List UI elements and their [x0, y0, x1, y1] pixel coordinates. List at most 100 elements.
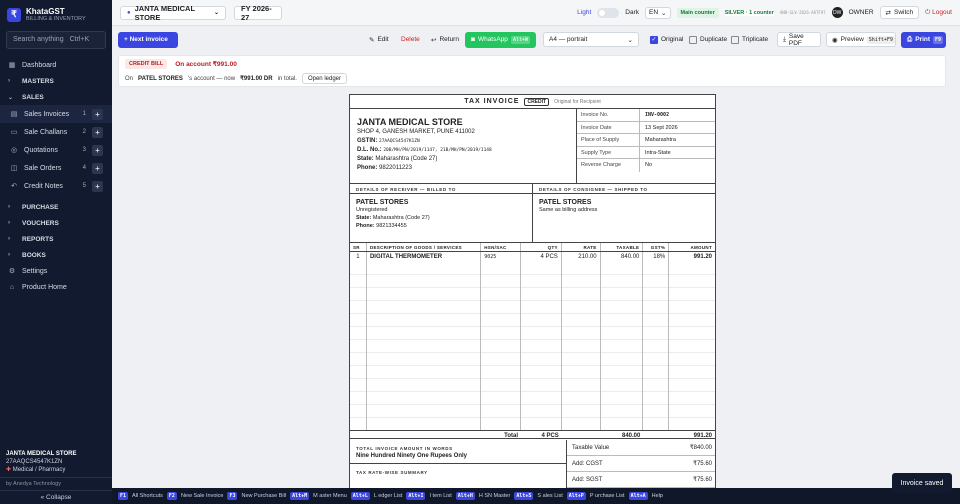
- collapse-button[interactable]: « Collapse: [0, 490, 112, 504]
- language-selector[interactable]: EN ⌄: [645, 6, 671, 19]
- pencil-icon: ✎: [369, 36, 375, 44]
- shortcut-key[interactable]: Alt+S: [514, 492, 534, 500]
- print-button[interactable]: ⎙ Print F9: [901, 31, 946, 48]
- nav-books[interactable]: › BOOKS: [0, 247, 112, 263]
- sidebar: ₹ KhataGST BILLING & INVENTORY Search an…: [0, 0, 112, 504]
- duplicate-checkbox[interactable]: Duplicate: [689, 35, 727, 44]
- shortcut-key[interactable]: Alt+L: [350, 492, 370, 500]
- nav-reports[interactable]: › REPORTS: [0, 231, 112, 247]
- shortcut-label: P urchase List: [589, 493, 625, 499]
- nav-credit-notes[interactable]: ↶ Credit Notes 5 +: [0, 177, 112, 195]
- table-row: 1 DIGITAL THERMOMETER 9025 4 PCS 210.00 …: [350, 252, 715, 262]
- search-input[interactable]: Search anything Ctrl+K: [6, 31, 106, 49]
- fy-selector[interactable]: FY 2026-27: [234, 4, 282, 22]
- shortcut-label: S ales List: [537, 493, 563, 499]
- save-pdf-button[interactable]: ⤓ Save PDF: [777, 32, 821, 47]
- preview-button[interactable]: ◉ Preview Shift+F9: [826, 32, 896, 47]
- nav-vouchers[interactable]: › VOUCHERS: [0, 215, 112, 231]
- nav-quotations[interactable]: ◎ Quotations 3 +: [0, 141, 112, 159]
- meta-key: Invoice No.: [577, 109, 640, 121]
- shortcut-key[interactable]: Alt+I: [406, 492, 426, 500]
- nav-sale-challans[interactable]: ▭ Sale Challans 2 +: [0, 123, 112, 141]
- toast-notification[interactable]: Invoice saved: [892, 473, 952, 493]
- nav-sale-orders[interactable]: ◫ Sale Orders 4 +: [0, 159, 112, 177]
- nav-product-home[interactable]: ⌂ Product Home: [0, 279, 112, 295]
- counter-badge[interactable]: Main counter: [676, 7, 719, 18]
- avatar[interactable]: OW: [831, 7, 843, 18]
- cell-sr: 1: [350, 252, 367, 262]
- shortcut-count: 5: [82, 183, 86, 189]
- add-quotation-button[interactable]: +: [92, 144, 103, 156]
- top-bar: ● JANTA MEDICAL STORE ⌄ FY 2026-27 Light…: [112, 0, 960, 26]
- theme-toggle[interactable]: [597, 7, 620, 18]
- shortcut-key[interactable]: F1: [118, 492, 129, 500]
- preview-label: Preview: [840, 36, 864, 43]
- nav-sales[interactable]: ⌄ SALES: [0, 89, 112, 105]
- switch-button[interactable]: ⇄ Switch: [879, 6, 920, 19]
- brand[interactable]: ₹ KhataGST BILLING & INVENTORY: [0, 0, 112, 22]
- meta-value: Intra-State: [645, 149, 671, 156]
- checkbox-box: [689, 35, 697, 44]
- receiver-details: DETAILS OF RECEIVER — BILLED TO PATEL ST…: [350, 184, 533, 243]
- shortcut-key[interactable]: Alt+H: [455, 492, 475, 500]
- meta-value: No: [645, 162, 653, 168]
- shortcut-key[interactable]: F2: [166, 492, 177, 500]
- consignee-note: Same as billing address: [539, 207, 598, 213]
- chevron-down-icon: ⌄: [661, 9, 667, 17]
- add-sale-order-button[interactable]: +: [92, 162, 103, 174]
- delete-button[interactable]: Delete: [401, 36, 420, 43]
- seller-details: JANTA MEDICAL STORE SHOP 4, GANESH MARKE…: [357, 116, 492, 173]
- return-button[interactable]: ↩ Return: [426, 32, 459, 47]
- nav-label: Quotations: [24, 146, 58, 154]
- invoice-toolbar: + Next invoice ✎ Edit Delete ↩ Return ◙ Wha…: [112, 26, 960, 53]
- shortcut-bar: F1 All Shortcuts F2 New Sale Invoice F3 New…: [112, 488, 960, 504]
- cell-amount: 991.20: [693, 254, 712, 260]
- company-category: ✚ Medical / Pharmacy: [6, 466, 106, 474]
- whatsapp-icon: ◙: [471, 36, 475, 43]
- nav-dashboard[interactable]: ▦ Dashboard: [0, 57, 112, 73]
- summary-value: ₹75.60: [693, 477, 712, 483]
- company-selector[interactable]: ● JANTA MEDICAL STORE ⌄: [120, 4, 226, 22]
- meta-key: Invoice Date: [577, 121, 640, 133]
- original-checkbox[interactable]: ✓ Original: [650, 35, 684, 44]
- add-credit-note-button[interactable]: +: [92, 180, 103, 192]
- company-name: JANTA MEDICAL STORE: [6, 451, 77, 457]
- print-label: Print: [915, 36, 931, 43]
- ruled-lines: [350, 262, 715, 435]
- summary-key: Add: SGST: [572, 476, 603, 483]
- summary-row: Add: CGST ₹75.60: [567, 456, 715, 472]
- nav-settings[interactable]: ⚙ Settings: [0, 263, 112, 279]
- open-ledger-button[interactable]: Open ledger: [301, 73, 347, 84]
- meta-value: 13 Sept 2026: [645, 124, 678, 131]
- summary-table: Taxable Value ₹840.00 Add: CGST ₹75.60 Add…: [567, 440, 715, 488]
- triplicate-label: Triplicate: [742, 36, 769, 43]
- edit-button[interactable]: ✎ Edit: [364, 32, 392, 47]
- home-icon: ⌂: [9, 283, 15, 291]
- paper-size-select[interactable]: A4 — portrait ⌄: [543, 32, 639, 47]
- cell-taxable: 840.00: [601, 252, 644, 262]
- state-value: Maharashtra (Code 27): [375, 156, 438, 162]
- whatsapp-button[interactable]: ◙ WhatsApp Alt+W: [465, 31, 536, 48]
- shortcut-key[interactable]: F3: [227, 492, 238, 500]
- meta-key: Supply Type: [577, 146, 640, 158]
- original-label: Original: [661, 36, 684, 43]
- next-invoice-button[interactable]: + Next invoice: [118, 31, 178, 48]
- logout-icon: ⏻: [925, 8, 931, 16]
- shortcut-key[interactable]: Alt+A: [628, 492, 648, 500]
- triplicate-checkbox[interactable]: Triplicate: [731, 35, 769, 44]
- nav-masters[interactable]: › MASTERS: [0, 73, 112, 89]
- seller-name: JANTA MEDICAL STORE: [357, 117, 463, 127]
- receiver-status: Unregistered: [356, 207, 388, 213]
- meta-row: Supply Type Intra-State: [577, 146, 715, 159]
- shortcut-key[interactable]: Alt+P: [566, 492, 586, 500]
- shortcut-key[interactable]: Alt+M: [290, 492, 310, 500]
- add-sales-invoice-button[interactable]: +: [92, 108, 103, 120]
- shortcut-label: New Sale Invoice: [180, 493, 224, 499]
- nav-sales-invoices[interactable]: ▤ Sales Invoices 1 +: [0, 105, 112, 123]
- credit-line-suffix: in total.: [277, 75, 297, 82]
- add-sale-challan-button[interactable]: +: [92, 126, 103, 138]
- nav-purchase[interactable]: › PURCHASE: [0, 199, 112, 215]
- logout-button[interactable]: ⏻ Logout: [925, 9, 952, 17]
- invoice-meta-table: Invoice No. INV-0002 Invoice Date 13 Sept …: [576, 109, 715, 184]
- nav-dashboard-label: Dashboard: [22, 61, 57, 69]
